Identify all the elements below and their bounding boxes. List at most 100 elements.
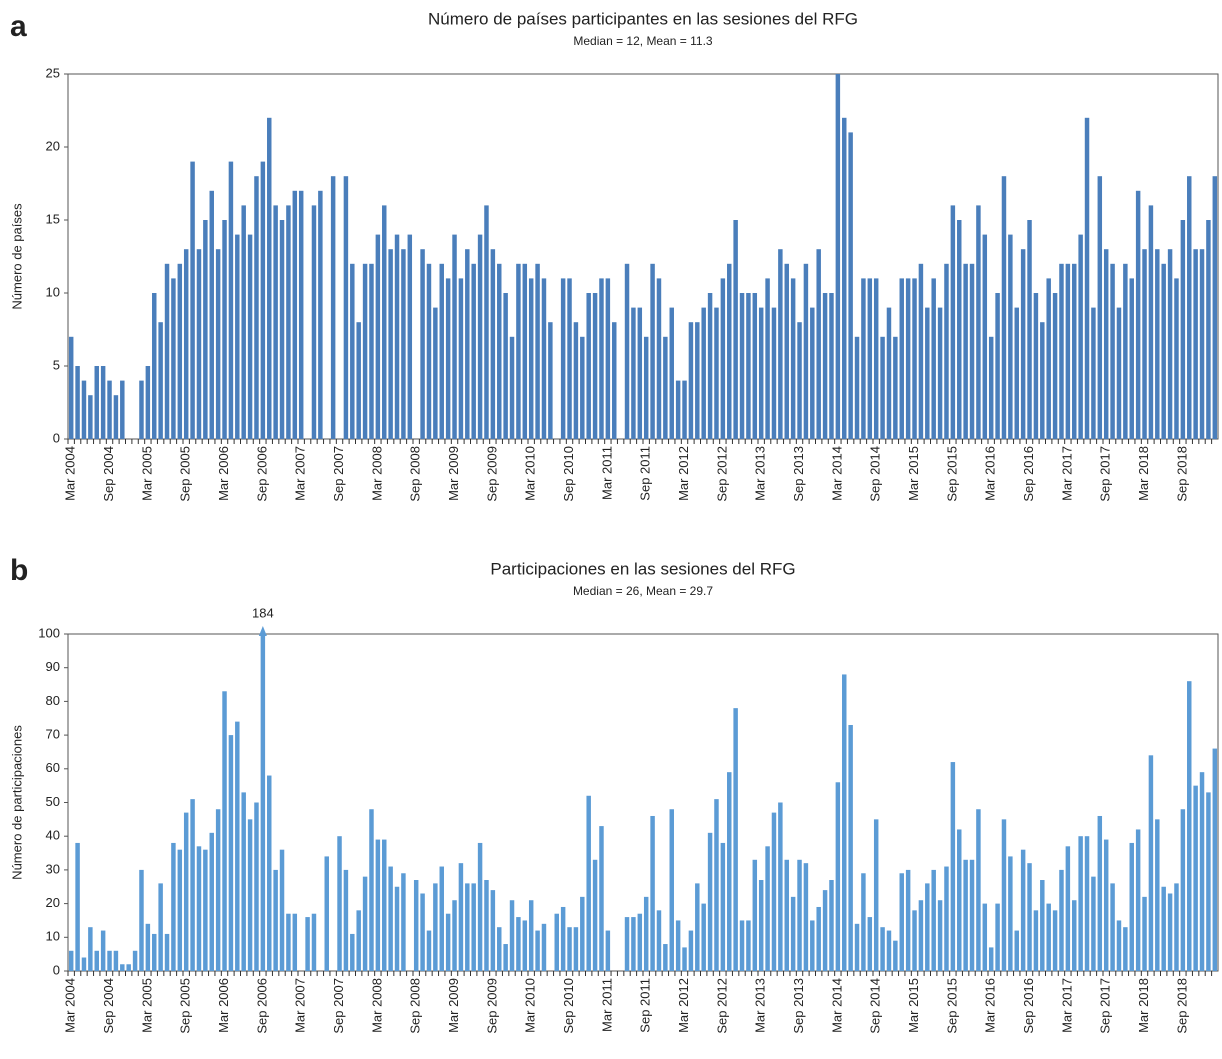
bar (720, 842, 726, 971)
bar (433, 307, 438, 439)
x-tick-label: Mar 2017 (1059, 446, 1074, 501)
x-tick-label: Sep 2011 (638, 446, 653, 501)
x-tick-label: Mar 2013 (753, 978, 768, 1033)
y-axis-label: Número de países (9, 203, 24, 310)
bar (599, 278, 604, 439)
bar (1187, 681, 1192, 971)
bar (701, 307, 706, 439)
bar (682, 380, 687, 439)
bar (624, 917, 630, 971)
bar (867, 278, 873, 439)
bar (797, 322, 802, 439)
bar (1059, 263, 1064, 439)
bar (292, 190, 298, 439)
x-tick-label: Sep 2008 (408, 446, 423, 502)
x-tick-label: Sep 2006 (254, 446, 269, 502)
bar (739, 293, 745, 439)
y-tick-label: 15 (46, 211, 60, 226)
bar (612, 322, 617, 439)
bar (573, 322, 579, 439)
bar (81, 957, 87, 971)
bar (465, 249, 470, 439)
x-tick-label: Sep 2016 (1021, 978, 1036, 1034)
bar (931, 869, 936, 971)
bar (120, 964, 125, 971)
bar (209, 190, 214, 439)
bar (592, 293, 598, 439)
panel-label: b (10, 554, 28, 587)
bar (260, 161, 266, 439)
bar (215, 249, 221, 439)
bar (1103, 249, 1109, 439)
y-tick-label: 10 (46, 929, 60, 944)
bar (886, 307, 892, 439)
bar (215, 809, 221, 971)
bar (305, 917, 310, 971)
panel-label: a (10, 10, 27, 43)
x-tick-label: Mar 2007 (293, 446, 308, 501)
bar (241, 205, 246, 439)
bar (516, 263, 521, 439)
bar (873, 278, 879, 439)
x-tick-label: Sep 2007 (331, 978, 346, 1034)
bar (816, 906, 821, 971)
bar (388, 866, 393, 971)
bar (893, 336, 898, 439)
bar (688, 322, 694, 439)
bar (950, 205, 956, 439)
chart-subtitle: Median = 12, Mean = 11.3 (573, 34, 713, 48)
bar (1078, 836, 1083, 971)
bar (465, 883, 470, 971)
bar (771, 812, 777, 971)
x-tick-label: Mar 2012 (676, 446, 691, 501)
x-tick-label: Mar 2018 (1136, 978, 1151, 1033)
bar (752, 859, 758, 971)
bar (471, 883, 476, 971)
bar (1135, 829, 1141, 971)
bar (1091, 876, 1096, 971)
bar (356, 910, 361, 971)
bar (1033, 293, 1039, 439)
bar (164, 933, 170, 971)
bar (484, 880, 489, 971)
bar (854, 336, 860, 439)
bar (522, 263, 528, 439)
bar (586, 795, 591, 971)
bar (279, 849, 285, 971)
x-tick-label: Sep 2017 (1098, 978, 1113, 1034)
bar (75, 842, 80, 971)
bar (848, 724, 853, 971)
chart-subtitle: Median = 26, Mean = 29.7 (573, 584, 713, 598)
bar (458, 863, 464, 971)
x-tick-label: Mar 2005 (139, 978, 154, 1033)
bar (1167, 249, 1173, 439)
bar (912, 278, 917, 439)
x-tick-label: Mar 2016 (983, 978, 998, 1033)
y-tick-label: 90 (46, 659, 60, 674)
bar (445, 913, 451, 971)
bar (765, 278, 770, 439)
bar (260, 634, 266, 971)
bar (982, 234, 988, 439)
x-tick-label: Mar 2015 (906, 978, 921, 1033)
x-tick-label: Mar 2011 (599, 978, 614, 1032)
bar (94, 366, 99, 439)
bar (311, 205, 317, 439)
bar (528, 278, 534, 439)
bar (388, 249, 393, 439)
bar (643, 336, 649, 439)
y-tick-label: 40 (46, 828, 60, 843)
bar (624, 263, 630, 439)
bar (152, 933, 157, 971)
bar (592, 859, 598, 971)
bar (286, 913, 291, 971)
bar (663, 336, 668, 439)
bar (209, 832, 214, 971)
bar (586, 293, 591, 439)
bar (228, 735, 234, 971)
bar (477, 234, 483, 439)
bar (132, 950, 138, 971)
bar (957, 220, 962, 439)
bar (1027, 863, 1032, 971)
bar (963, 859, 968, 971)
